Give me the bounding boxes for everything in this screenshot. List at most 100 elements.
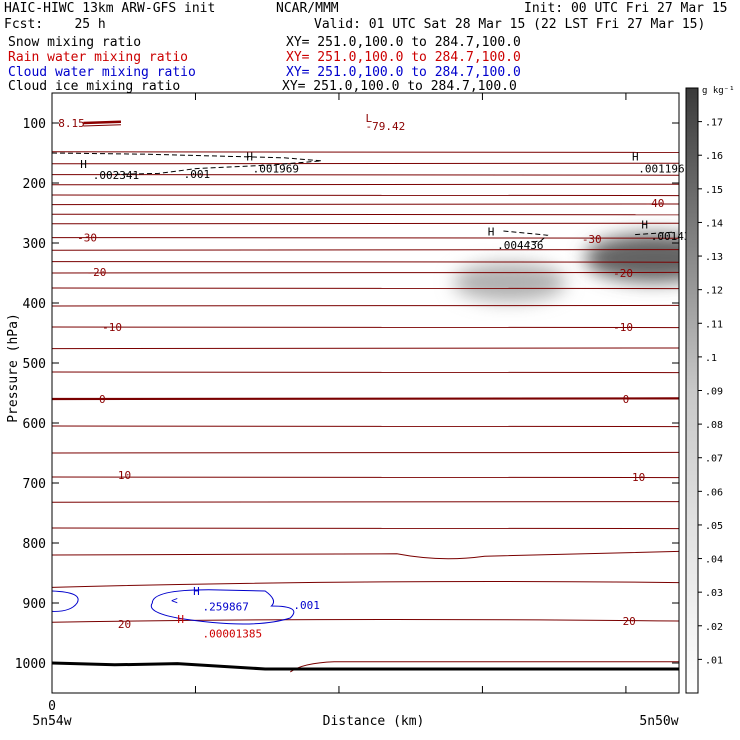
temperature-label: -10 <box>613 321 633 334</box>
field-rain-xy: XY= 251.0,100.0 to 284.7,100.0 <box>286 50 521 65</box>
colorbar-tick-label: .16 <box>705 151 723 162</box>
isotherm-line <box>52 371 679 374</box>
isotherm-line <box>52 425 679 428</box>
temperature-label: 20 <box>118 618 131 631</box>
snow-label: H <box>632 151 639 164</box>
snow-contour <box>635 231 673 236</box>
isotherm-line <box>52 261 679 263</box>
colorbar-tick-label: .07 <box>705 454 723 465</box>
snow-label: H <box>80 158 87 171</box>
colorbar-ramp <box>685 87 699 694</box>
rain-label: H <box>177 613 184 626</box>
isotherm-line <box>52 249 679 251</box>
temperature-label: L <box>366 112 373 125</box>
cloud-water-label: .259867 <box>202 601 248 614</box>
y-axis-label: Pressure (hPa) <box>6 313 21 423</box>
snow-contour <box>503 230 549 244</box>
cloud-water-contours <box>52 589 295 625</box>
field-snow-xy: XY= 251.0,100.0 to 284.7,100.0 <box>286 35 521 50</box>
temperature-label: -40 <box>645 197 665 210</box>
y-tick-label: 500 <box>23 357 46 372</box>
pressure-axis: 1002003004005006007008009001000Pressure … <box>6 117 679 672</box>
isotherm-line <box>52 287 679 290</box>
snow-contour <box>52 152 322 176</box>
colorbar-unit: g kg⁻¹ <box>702 86 735 96</box>
y-tick-label: 800 <box>23 537 46 552</box>
isotherm-line <box>52 183 679 186</box>
temperature-label: -20 <box>86 266 106 279</box>
snow-label: .001969 <box>253 163 299 176</box>
snow-label: .002341 <box>93 169 139 182</box>
init-time: Init: 00 UTC Fri 27 Mar 15 <box>524 1 728 16</box>
field-cloud-ice-xy: XY= 251.0,100.0 to 284.7,100.0 <box>282 79 517 94</box>
contour-labels: -79.42L -40 -30 -30 -20 -20 -10 -10 0 0 10 10 20 20 8.… <box>58 112 697 641</box>
isotherm-line <box>52 550 679 560</box>
isotherm-line <box>83 124 121 127</box>
colorbar-tick-label: .01 <box>705 655 723 666</box>
y-tick-label: 300 <box>23 237 46 252</box>
y-tick-label: 600 <box>23 417 46 432</box>
snow-label: .001196 <box>638 163 684 176</box>
colorbar-tick-label: .1 <box>705 353 717 364</box>
organization-label: NCAR/MMM <box>276 1 339 16</box>
y-tick-label: 1000 <box>15 657 46 672</box>
colorbar-tick-label: .13 <box>705 252 723 263</box>
snow-label: H <box>488 226 495 239</box>
temperature-label: -30 <box>77 232 97 245</box>
colorbar-tick-label: .04 <box>705 555 723 566</box>
isotherm-top-segment <box>83 120 122 125</box>
isotherm-line <box>52 237 679 239</box>
y-tick-label: 900 <box>23 597 46 612</box>
temperature-contours <box>52 120 679 673</box>
colorbar-tick-label: .05 <box>705 521 723 532</box>
isotherm-line <box>52 326 679 329</box>
cloud-water-label: < <box>171 594 178 607</box>
ice-blob <box>584 234 679 282</box>
isotherm-line <box>52 347 679 350</box>
x-end-location: 5n50w <box>639 714 678 729</box>
temperature-label: 10 <box>118 469 131 482</box>
cloud-water-contour <box>150 589 295 625</box>
forecast-hour: Fcst: 25 h <box>4 17 106 32</box>
isotherm-line <box>52 213 679 216</box>
field-cloud-ice-name: Cloud ice mixing ratio <box>8 79 181 94</box>
temperature-label: 8.15 <box>58 117 85 130</box>
x-axis-label: Distance (km) <box>323 714 425 729</box>
ground-line <box>51 661 679 671</box>
snow-label: H <box>246 151 253 164</box>
isotherm-line <box>52 581 679 588</box>
isotherm-line <box>52 194 679 197</box>
isotherm-line <box>52 151 679 153</box>
colorbar-tick-label: .17 <box>705 118 723 129</box>
temperature-label: 0 <box>99 393 106 406</box>
isotherm-line <box>52 501 679 503</box>
snow-label: .001 <box>184 168 211 181</box>
field-cloud-water-name: Cloud water mixing ratio <box>8 65 196 80</box>
isotherm-line <box>52 203 679 206</box>
isotherm-line <box>52 451 679 454</box>
temperature-label: -20 <box>613 267 633 280</box>
isotherm-line <box>52 618 679 623</box>
isotherm-line <box>52 304 679 307</box>
snow-label: .004436 <box>497 239 543 252</box>
distance-axis: 0 Distance (km) 5n54w 5n50w <box>32 93 679 729</box>
field-rain-name: Rain water mixing ratio <box>8 50 189 65</box>
x-start-location: 5n54w <box>32 714 71 729</box>
field-snow-name: Snow mixing ratio <box>8 35 142 50</box>
isotherm-line <box>52 222 679 225</box>
snow-label: H <box>641 218 648 231</box>
isotherm-line <box>52 397 679 401</box>
temperature-label: -10 <box>102 321 122 334</box>
isotherm-line <box>52 476 679 479</box>
colorbar-tick-label: .14 <box>705 218 723 229</box>
cloud-water-contour <box>52 590 79 612</box>
x-start-tick-label: 0 <box>48 699 56 714</box>
y-tick-label: 700 <box>23 477 46 492</box>
colorbar-tick-label: .03 <box>705 588 723 599</box>
valid-time: Valid: 01 UTC Sat 28 Mar 15 (22 LST Fri … <box>314 17 706 32</box>
temperature-label: -79.42 <box>366 120 406 133</box>
rain-label: .00001385 <box>202 628 262 641</box>
isotherm-line <box>52 271 679 274</box>
